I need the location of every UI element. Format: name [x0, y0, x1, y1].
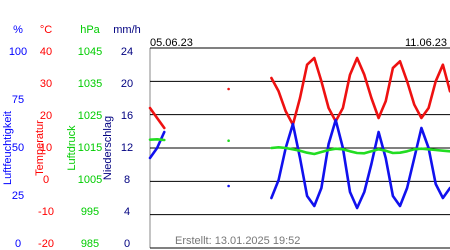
y-tick-label: 10 [40, 142, 52, 154]
y-tick-label: 50 [12, 142, 24, 154]
axis-title: Temperatur [34, 120, 46, 176]
series-line [148, 118, 450, 210]
y-tick-label: 1025 [78, 110, 102, 122]
y-tick-label: 995 [81, 206, 99, 218]
y-tick-label: 12 [121, 142, 133, 154]
y-tick-label: 16 [121, 110, 133, 122]
y-tick-label: 0 [15, 238, 21, 250]
axis-title: Niederschlag [102, 116, 114, 180]
y-tick-label: 0 [124, 238, 130, 250]
axis-unit: °C [40, 24, 52, 36]
y-tick-label: 30 [40, 78, 52, 90]
y-tick-label: 20 [121, 78, 133, 90]
y-tick-label: 1015 [78, 142, 102, 154]
y-tick-label: 1045 [78, 46, 102, 58]
y-tick-label: 1035 [78, 78, 102, 90]
y-tick-label: 20 [40, 110, 52, 122]
footer: Erstellt: 13.01.2025 19:52 [175, 235, 300, 247]
y-tick-label: 4 [124, 206, 130, 218]
axis-title: Luftdruck [66, 125, 78, 171]
y-tick-label: -10 [38, 206, 54, 218]
axis-title: Luftfeuchtigkeit [2, 111, 14, 185]
y-tick-label: 0 [43, 174, 49, 186]
series-line [148, 138, 450, 156]
axis-unit: % [13, 24, 23, 36]
y-tick-label: 75 [12, 94, 24, 106]
y-tick-label: 8 [124, 174, 130, 186]
axis-unit: mm/h [113, 24, 141, 36]
y-tick-label: 40 [40, 46, 52, 58]
series-line [148, 56, 450, 130]
x-tick-label: 11.06.23 [405, 37, 447, 49]
y-tick-label: 25 [12, 190, 24, 202]
y-tick-label: 985 [81, 238, 99, 250]
y-tick-label: 100 [9, 46, 27, 58]
axis-unit: hPa [80, 24, 100, 36]
y-tick-label: 24 [121, 46, 133, 58]
y-tick-label: -20 [38, 238, 54, 250]
y-tick-label: 1005 [78, 174, 102, 186]
x-tick-label: 05.06.23 [150, 37, 193, 49]
